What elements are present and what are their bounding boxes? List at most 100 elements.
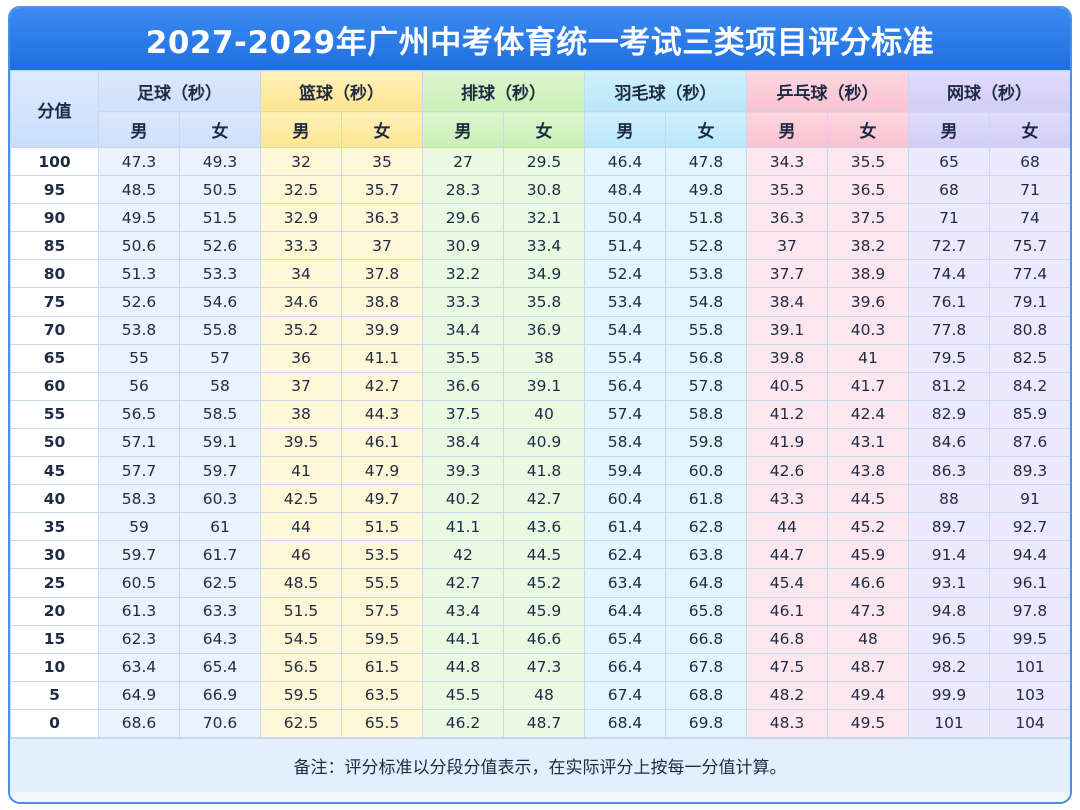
- male-time-cell: 77.8: [908, 315, 990, 345]
- female-time-cell: 63.8: [665, 540, 747, 570]
- female-time-cell: 65.8: [665, 596, 747, 626]
- male-time-cell: 42.7: [422, 568, 504, 598]
- male-time-cell: 40.2: [422, 484, 504, 514]
- male-time-cell: 56.5: [260, 652, 342, 682]
- male-time-cell: 44: [746, 512, 828, 542]
- table-row: 5 64.9 66.9 59.5 63.5 45.5 48 67.4 68.8 48.2 49.4 9…: [10, 680, 1070, 710]
- female-time-cell: 58.5: [179, 399, 261, 429]
- female-time-cell: 75.7: [989, 231, 1070, 261]
- male-time-cell: 38: [260, 399, 342, 429]
- female-time-cell: 37.5: [827, 203, 909, 233]
- score-value-cell: 70: [10, 315, 99, 345]
- female-time-cell: 99.5: [989, 624, 1070, 654]
- female-time-cell: 71: [989, 175, 1070, 205]
- female-time-cell: 38.8: [341, 287, 423, 317]
- female-time-cell: 36.3: [341, 203, 423, 233]
- male-time-cell: 84.6: [908, 427, 990, 458]
- score-value-cell: 50: [10, 427, 99, 458]
- female-time-cell: 40.3: [827, 315, 909, 345]
- male-time-cell: 32.9: [260, 203, 342, 233]
- score-value-cell: 85: [10, 231, 99, 261]
- female-time-cell: 39.9: [341, 315, 423, 345]
- male-time-cell: 34: [260, 259, 342, 289]
- male-time-cell: 34.4: [422, 315, 504, 345]
- sport-header-basketball: 篮球（秒）: [260, 70, 423, 112]
- male-time-cell: 51.3: [98, 259, 180, 289]
- male-time-cell: 44.1: [422, 624, 504, 654]
- female-time-cell: 52.6: [179, 231, 261, 261]
- female-time-cell: 97.8: [989, 596, 1070, 626]
- female-time-cell: 103: [989, 680, 1070, 710]
- male-time-cell: 54.4: [584, 315, 666, 345]
- male-time-cell: 46: [260, 540, 342, 570]
- female-time-cell: 40: [503, 399, 585, 429]
- gender-header-female: 女: [503, 111, 585, 148]
- male-time-cell: 57.7: [98, 456, 180, 486]
- female-time-cell: 57.8: [665, 371, 747, 401]
- female-time-cell: 41.7: [827, 371, 909, 401]
- female-time-cell: 85.9: [989, 399, 1070, 429]
- female-time-cell: 67.8: [665, 652, 747, 682]
- male-time-cell: 62.4: [584, 540, 666, 570]
- female-time-cell: 39.1: [503, 371, 585, 401]
- male-time-cell: 56: [98, 371, 180, 401]
- female-time-cell: 29.5: [503, 146, 585, 177]
- sport-header-football: 足球（秒）: [98, 70, 261, 112]
- female-time-cell: 65.4: [179, 652, 261, 682]
- female-time-cell: 92.7: [989, 512, 1070, 542]
- male-time-cell: 45.4: [746, 568, 828, 598]
- female-time-cell: 47.8: [665, 146, 747, 177]
- female-time-cell: 54.6: [179, 287, 261, 317]
- table-row: 0 68.6 70.6 62.5 65.5 46.2 48.7 68.4 69.8 48.3 49.…: [10, 708, 1070, 738]
- male-time-cell: 39.1: [746, 315, 828, 345]
- female-time-cell: 74: [989, 203, 1070, 233]
- score-value-cell: 100: [10, 146, 99, 177]
- male-time-cell: 37.5: [422, 399, 504, 429]
- table-row: 80 51.3 53.3 34 37.8 32.2 34.9 52.4 53.8 37.7 38.9…: [10, 259, 1070, 289]
- female-time-cell: 47.3: [503, 652, 585, 682]
- score-value-cell: 60: [10, 371, 99, 401]
- male-time-cell: 63.4: [98, 652, 180, 682]
- male-time-cell: 33.3: [260, 231, 342, 261]
- female-time-cell: 55.8: [665, 315, 747, 345]
- male-time-cell: 65: [908, 146, 990, 177]
- male-time-cell: 44: [260, 512, 342, 542]
- female-time-cell: 55.8: [179, 315, 261, 345]
- table-row: 40 58.3 60.3 42.5 49.7 40.2 42.7 60.4 61.8 43.3 44…: [10, 484, 1070, 514]
- male-time-cell: 51.4: [584, 231, 666, 261]
- male-time-cell: 42.6: [746, 456, 828, 486]
- male-time-cell: 74.4: [908, 259, 990, 289]
- male-time-cell: 36: [260, 343, 342, 373]
- female-time-cell: 32.1: [503, 203, 585, 233]
- female-time-cell: 45.9: [503, 596, 585, 626]
- page-title: 2027-2029年广州中考体育统一考试三类项目评分标准: [10, 8, 1070, 70]
- male-time-cell: 79.5: [908, 343, 990, 373]
- table-row: 20 61.3 63.3 51.5 57.5 43.4 45.9 64.4 65.8 46.1 47…: [10, 596, 1070, 626]
- score-table-body: 100 47.3 49.3 32 35 27 29.5 46.4 47.8 34.3 35.5 65 6…: [10, 146, 1070, 738]
- footnote: 备注：评分标准以分段分值表示，在实际评分上按每一分值计算。: [10, 737, 1070, 792]
- female-time-cell: 104: [989, 708, 1070, 738]
- male-time-cell: 59.5: [260, 680, 342, 710]
- female-time-cell: 49.3: [179, 146, 261, 177]
- male-time-cell: 54.5: [260, 624, 342, 654]
- male-time-cell: 40.5: [746, 371, 828, 401]
- male-time-cell: 46.2: [422, 708, 504, 738]
- male-time-cell: 46.8: [746, 624, 828, 654]
- male-time-cell: 60.4: [584, 484, 666, 514]
- female-time-cell: 41.1: [341, 343, 423, 373]
- gender-header-male: 男: [98, 111, 180, 148]
- male-time-cell: 58.4: [584, 427, 666, 458]
- male-time-cell: 86.3: [908, 456, 990, 486]
- female-time-cell: 42.7: [503, 484, 585, 514]
- male-time-cell: 99.9: [908, 680, 990, 710]
- table-row: 85 50.6 52.6 33.3 37 30.9 33.4 51.4 52.8 37 38.2 72…: [10, 231, 1070, 261]
- male-time-cell: 48.5: [260, 568, 342, 598]
- table-row: 95 48.5 50.5 32.5 35.7 28.3 30.8 48.4 49.8 35.3 36…: [10, 175, 1070, 205]
- male-time-cell: 34.3: [746, 146, 828, 177]
- male-time-cell: 50.4: [584, 203, 666, 233]
- male-time-cell: 49.5: [98, 203, 180, 233]
- male-time-cell: 68.4: [584, 708, 666, 738]
- male-time-cell: 32.2: [422, 259, 504, 289]
- female-time-cell: 55.5: [341, 568, 423, 598]
- male-time-cell: 41.9: [746, 427, 828, 458]
